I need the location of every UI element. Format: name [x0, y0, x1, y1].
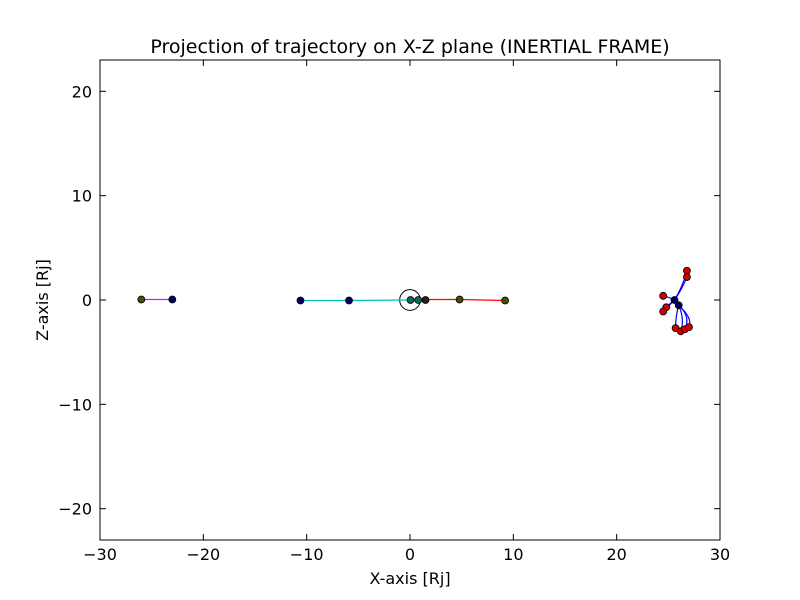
trajectory-point — [406, 296, 415, 304]
trajectory-line — [300, 299, 412, 302]
y-tick-label: −10 — [58, 395, 92, 414]
trajectory-point — [296, 296, 305, 305]
x-tick-label: 10 — [503, 545, 523, 564]
x-tick-label: −30 — [83, 545, 117, 564]
x-tick-label: 20 — [606, 545, 626, 564]
x-tick-label: 0 — [405, 545, 415, 564]
trajectory-point — [659, 291, 668, 300]
plot-frame — [99, 59, 721, 541]
y-tick-label: −20 — [58, 500, 92, 519]
trajectory-point — [659, 307, 668, 316]
trajectory-point — [421, 296, 430, 304]
trajectory-point — [674, 301, 683, 310]
x-tick-label: 30 — [710, 545, 730, 564]
plot-area: −30 −20 −10 0 10 20 30 −20 −10 0 10 20 — [58, 59, 730, 564]
trajectory-point — [345, 296, 353, 305]
x-tick-label: −20 — [186, 545, 220, 564]
trajectory-point — [455, 295, 464, 304]
trajectory-point — [168, 295, 177, 304]
y-tick-label: 10 — [72, 187, 92, 206]
trajectory-point — [670, 296, 679, 304]
trajectory-point — [685, 323, 693, 332]
chart-title: Projection of trajectory on X-Z plane (I… — [150, 36, 669, 58]
x-axis-label: X-axis [Rj] — [369, 569, 450, 588]
y-tick-label: 0 — [82, 291, 92, 310]
data-layer — [137, 266, 693, 336]
trajectory-point — [414, 296, 423, 304]
x-tick-label: −10 — [290, 545, 324, 564]
trajectory-point — [501, 296, 509, 305]
y-axis-label: Z-axis [Rj] — [33, 259, 52, 341]
y-tick-label: 20 — [72, 82, 92, 101]
trajectory-point — [137, 295, 146, 304]
trajectory-point — [683, 273, 691, 281]
